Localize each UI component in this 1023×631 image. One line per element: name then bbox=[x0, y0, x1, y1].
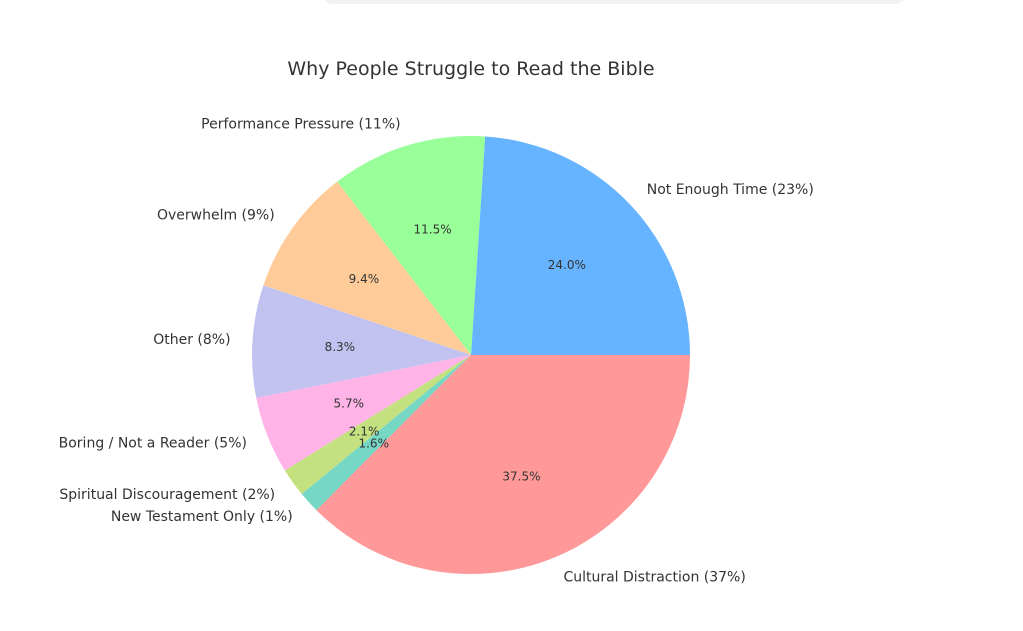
pct-label-overwhelm: 9.4% bbox=[349, 272, 380, 286]
pct-label-not-enough-time: 24.0% bbox=[548, 258, 586, 272]
slice-not-enough-time bbox=[471, 136, 690, 355]
top-search-bar[interactable] bbox=[322, 0, 906, 4]
percent-labels: 24.0% 11.5% 9.4% 8.3% 5.7% 2.1%1.6% 37.5% bbox=[325, 222, 586, 483]
label-performance-pressure: Performance Pressure (11%) bbox=[201, 117, 400, 133]
chart-title: Why People Struggle to Read the Bible bbox=[287, 58, 654, 80]
pct-label-other: 8.3% bbox=[325, 340, 356, 354]
slice-labels: Not Enough Time (23%) Performance Pressur… bbox=[59, 117, 814, 586]
slice-cultural-distraction bbox=[316, 355, 690, 574]
pct-label-spiritual-discouragement: 2.1% bbox=[349, 424, 380, 438]
pct-label-boring-not-a-reader: 5.7% bbox=[334, 396, 365, 410]
pie-slices bbox=[251, 136, 690, 574]
slice-other bbox=[251, 285, 471, 399]
label-new-testament-only: New Testament Only (1%) bbox=[111, 509, 293, 525]
slice-spiritual-discouragement bbox=[284, 355, 471, 494]
slice-boring-not-a-reader bbox=[256, 355, 471, 471]
pct-label-cultural-distraction: 37.5% bbox=[502, 469, 540, 483]
label-overwhelm: Overwhelm (9%) bbox=[157, 207, 275, 223]
slice-performance-pressure bbox=[337, 136, 486, 355]
slice-overwhelm bbox=[263, 181, 471, 355]
label-spiritual-discouragement: Spiritual Discouragement (2%) bbox=[59, 487, 275, 503]
pct-label-performance-pressure: 11.5% bbox=[414, 222, 452, 236]
label-not-enough-time: Not Enough Time (23%) bbox=[647, 182, 814, 198]
label-other: Other (8%) bbox=[153, 332, 230, 348]
label-boring-not-a-reader: Boring / Not a Reader (5%) bbox=[59, 436, 247, 452]
label-cultural-distraction: Cultural Distraction (37%) bbox=[563, 569, 745, 585]
slice-new-testament-only bbox=[301, 355, 471, 511]
pct-label-new-testament-only: 1.6% bbox=[358, 436, 389, 450]
